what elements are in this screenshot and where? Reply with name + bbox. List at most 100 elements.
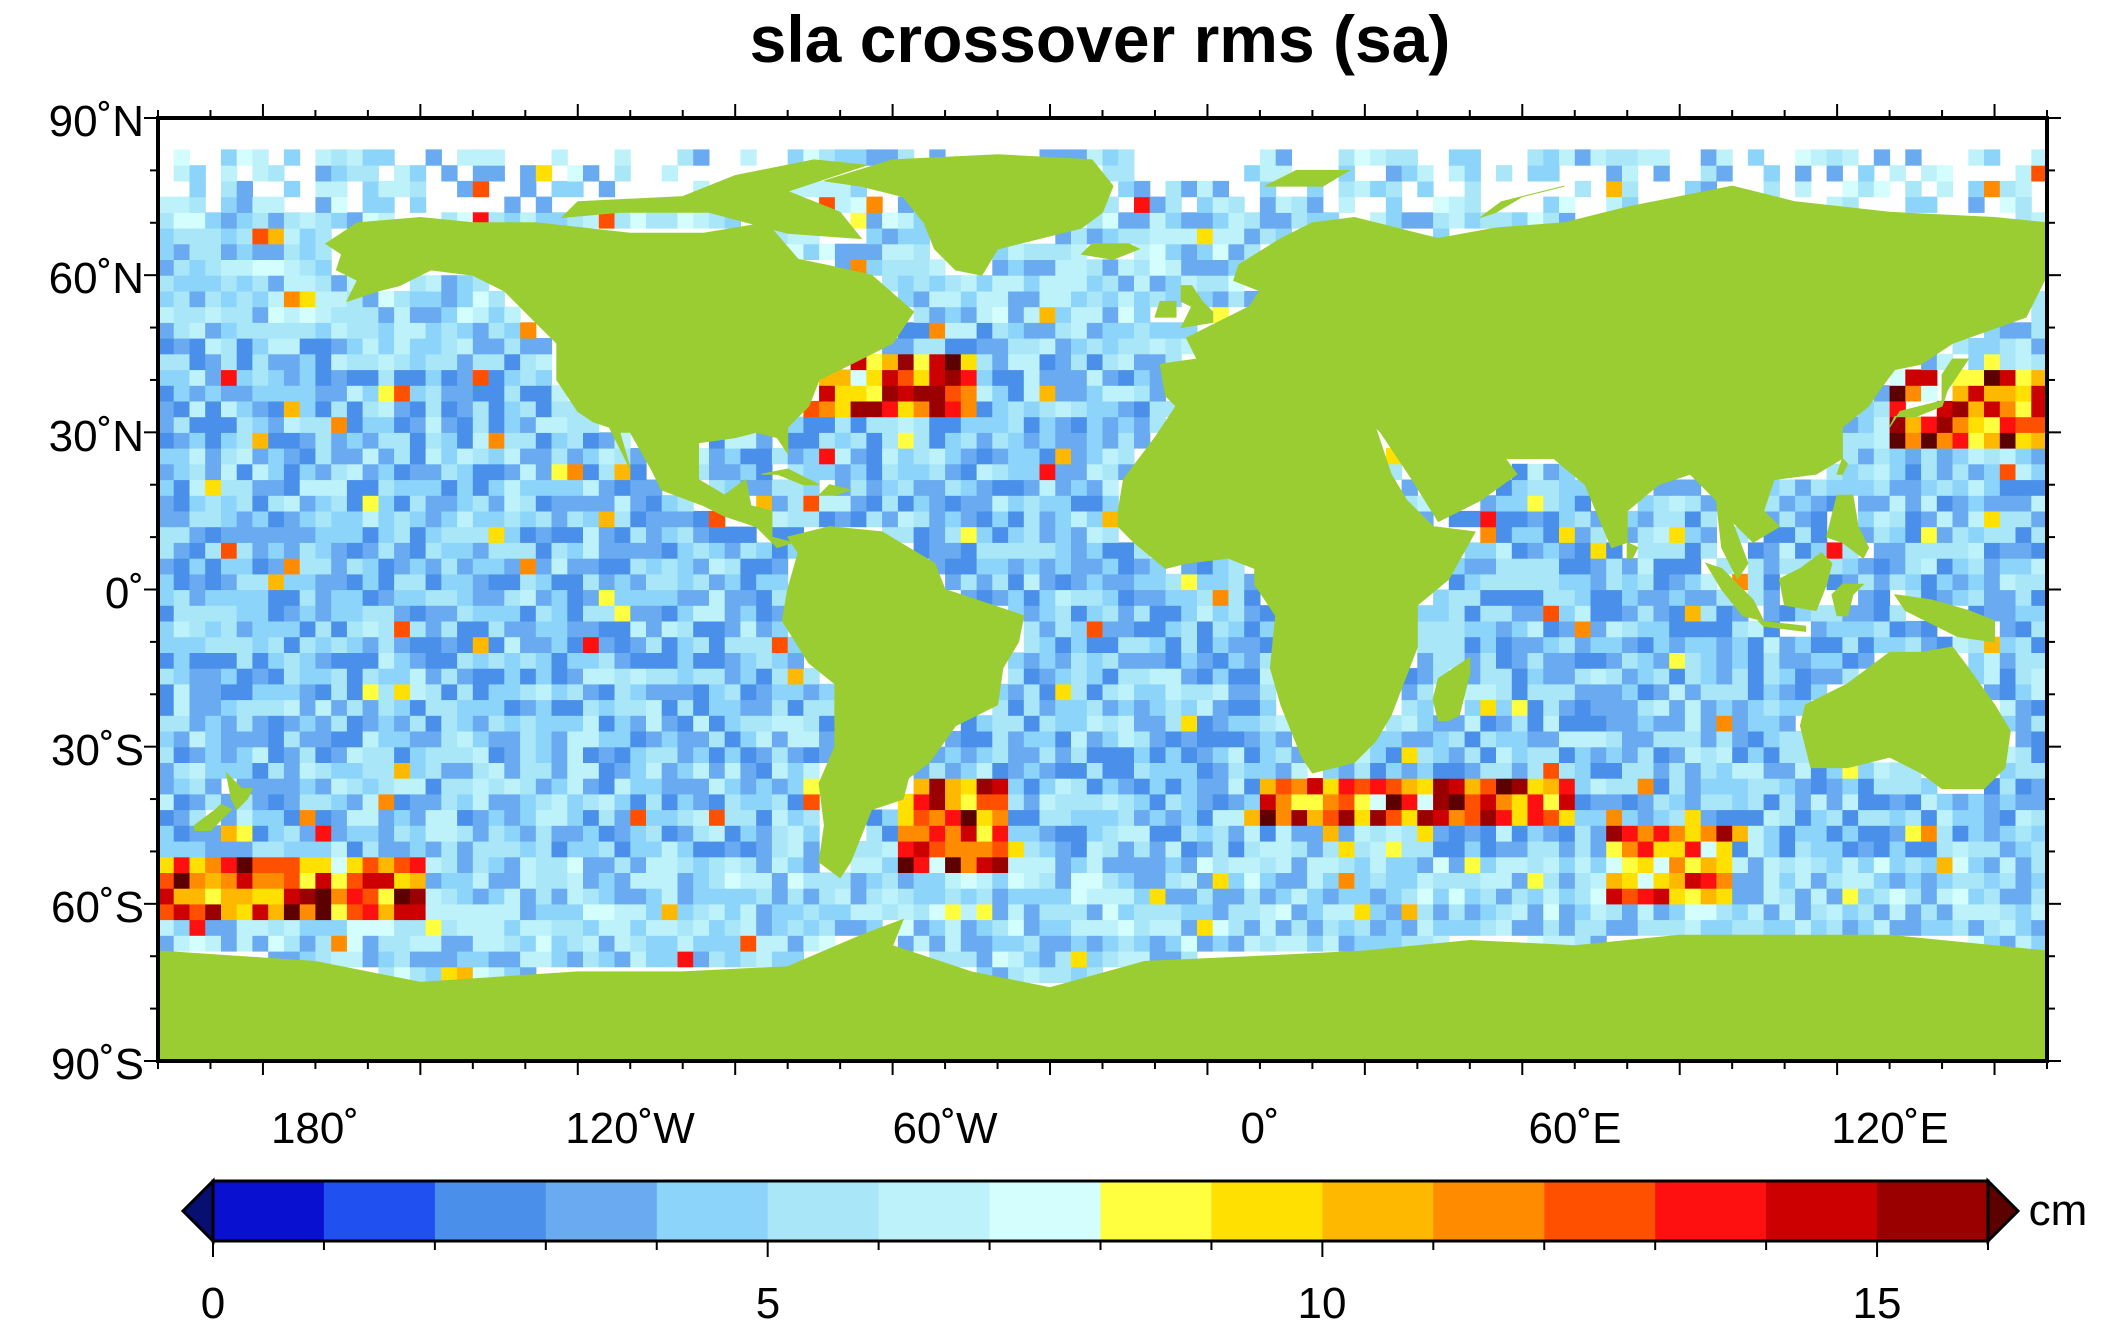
rms-cell <box>488 903 505 921</box>
rms-cell <box>882 385 899 402</box>
rms-cell <box>1307 903 1324 921</box>
rms-cell <box>441 731 458 748</box>
rms-cell <box>236 526 253 543</box>
rms-cell <box>173 510 190 528</box>
rms-cell <box>1055 951 1072 968</box>
rms-cell <box>252 196 269 213</box>
rms-cell <box>1197 919 1214 936</box>
rms-cell <box>1102 683 1119 701</box>
rms-cell <box>1338 778 1355 795</box>
rms-cell <box>1307 919 1324 936</box>
rms-cell <box>457 180 474 198</box>
rms-cell <box>1023 919 1041 936</box>
rms-cell <box>1921 919 1938 936</box>
rms-cell <box>1826 856 1843 873</box>
rms-cell <box>236 400 253 418</box>
rms-cell <box>1181 620 1198 638</box>
rms-cell <box>583 432 600 449</box>
land-australia <box>1799 646 2011 790</box>
colorbar-swatch <box>1877 1181 1989 1241</box>
rms-cell <box>1197 605 1214 622</box>
rms-cell <box>1637 589 1654 606</box>
rms-cell <box>504 762 521 779</box>
rms-cell <box>897 841 915 858</box>
rms-cell <box>1197 259 1214 276</box>
rms-cell <box>362 731 379 748</box>
rms-cell <box>441 809 458 826</box>
rms-cell <box>315 699 332 716</box>
rms-cell <box>882 243 899 260</box>
rms-cell <box>252 259 269 276</box>
rms-cell <box>1527 573 1544 591</box>
rms-cell <box>1023 338 1041 355</box>
rms-cell <box>158 196 175 213</box>
rms-cell <box>1905 573 1922 591</box>
rms-cell <box>1480 526 1497 543</box>
rms-cell <box>1637 715 1654 732</box>
rms-cell <box>1008 510 1025 528</box>
rms-cell <box>252 228 269 245</box>
rms-cell <box>1118 589 1135 606</box>
rms-cell <box>394 290 411 308</box>
rms-cell <box>2031 400 2047 418</box>
rms-cell <box>457 809 474 826</box>
rms-cell <box>1259 165 1277 182</box>
rms-cell <box>945 762 962 779</box>
land-ireland <box>1154 300 1177 318</box>
rms-cell <box>1134 322 1151 339</box>
rms-cell <box>1354 841 1371 858</box>
rms-cell <box>1118 699 1135 716</box>
rms-cell <box>1134 432 1151 449</box>
rms-cell <box>441 542 458 559</box>
rms-cell <box>488 432 505 449</box>
rms-cell <box>1118 290 1135 308</box>
rms-cell <box>882 353 899 371</box>
rms-cell <box>614 652 631 669</box>
rms-cell <box>1008 903 1025 921</box>
rms-cell <box>1873 872 1891 889</box>
rms-cell <box>504 746 521 763</box>
rms-cell <box>866 903 883 921</box>
rms-cell <box>1543 683 1560 701</box>
rms-cell <box>1574 683 1592 701</box>
rms-cell <box>1622 809 1639 826</box>
rms-cell <box>1417 762 1434 779</box>
rms-cell <box>346 888 364 905</box>
rms-cell <box>913 935 930 952</box>
rms-cell <box>520 699 537 716</box>
rms-cell <box>834 400 852 418</box>
rms-cell <box>583 620 600 638</box>
rms-cell <box>457 353 474 371</box>
rms-cell <box>1149 746 1166 763</box>
rms-cell <box>472 825 490 842</box>
rms-cell <box>1433 825 1450 842</box>
rms-cell <box>913 306 930 323</box>
rms-cell <box>1559 746 1576 763</box>
rms-cell <box>1732 699 1749 716</box>
rms-cell <box>1606 683 1623 701</box>
rms-cell <box>1984 353 2001 371</box>
rms-cell <box>1181 212 1198 229</box>
rms-cell <box>173 495 190 512</box>
rms-cell <box>1795 510 1812 528</box>
rms-cell <box>929 385 946 402</box>
rms-cell <box>724 903 741 921</box>
rms-cell <box>756 652 773 669</box>
longitude-labels: 180˚ 120˚W 60˚W 0˚ 60˚E 120˚E <box>271 1104 1949 1153</box>
rms-cell <box>362 448 379 465</box>
rms-cell <box>425 558 442 575</box>
rms-cell <box>472 620 490 638</box>
rms-cell <box>661 542 678 559</box>
rms-cell <box>520 620 537 638</box>
rms-cell <box>2031 715 2047 732</box>
rms-cell <box>1275 856 1292 873</box>
rms-cell <box>394 872 411 889</box>
rms-cell <box>1448 510 1466 528</box>
rms-cell <box>992 809 1009 826</box>
rms-cell <box>1559 149 1576 166</box>
rms-cell <box>1023 746 1041 763</box>
rms-cell <box>866 510 883 528</box>
rms-cell <box>472 165 490 182</box>
rms-cell <box>598 636 616 653</box>
rms-cell <box>1134 762 1151 779</box>
